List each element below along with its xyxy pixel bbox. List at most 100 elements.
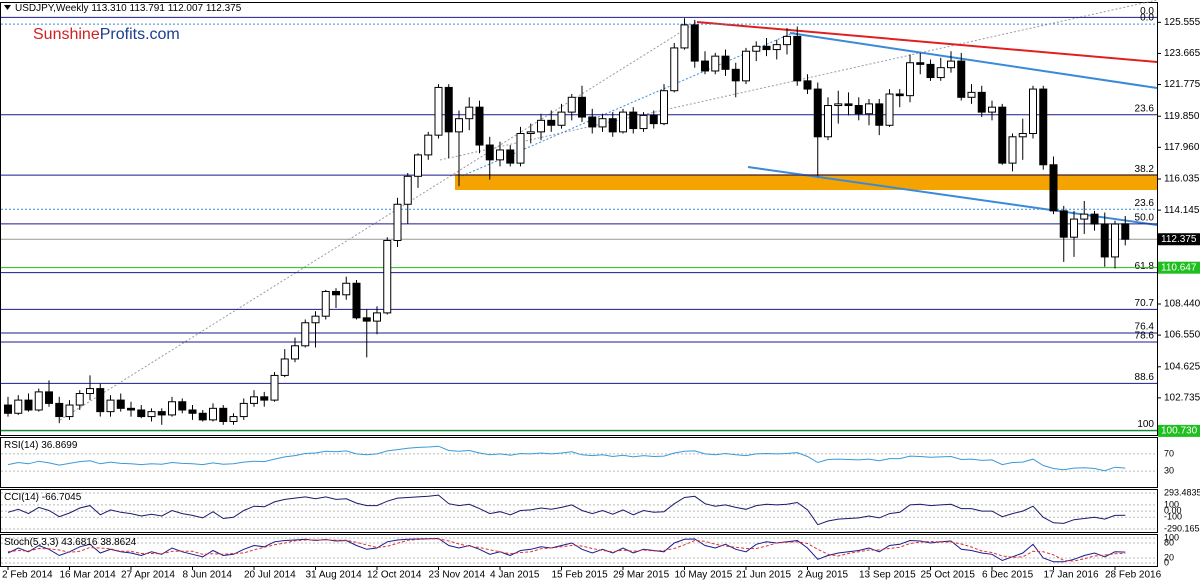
candle-body <box>660 90 668 125</box>
candle-body <box>1090 213 1099 225</box>
trend-line <box>439 0 1158 161</box>
y-tick-label: 116.035 <box>1164 174 1200 185</box>
candle-body <box>475 106 484 146</box>
candle-body <box>291 345 299 360</box>
candle-body <box>762 45 771 51</box>
price-box-label: 100.730 <box>1161 426 1198 437</box>
candle-body <box>34 391 43 411</box>
trend-line <box>789 32 1158 89</box>
level-label: 0.0 <box>1140 6 1154 17</box>
candle-body <box>916 62 925 65</box>
candle-body <box>752 45 761 52</box>
candle-body <box>865 103 873 115</box>
candle-body <box>1029 88 1037 135</box>
rsi-frame <box>0 437 1158 488</box>
level-label: 23.6 <box>1135 103 1155 114</box>
candle-body <box>75 393 84 406</box>
candle-body <box>250 396 258 404</box>
level-label: 23.6 <box>1135 198 1155 209</box>
candle-body <box>260 396 269 401</box>
candle-body <box>742 50 750 82</box>
candle-body <box>567 96 576 113</box>
candle-body <box>157 411 166 416</box>
candle-body <box>65 404 74 418</box>
level-label: 50.0 <box>1135 212 1155 223</box>
indicator-line <box>7 445 1126 472</box>
candle-body <box>424 134 433 156</box>
candle-body <box>116 399 125 409</box>
candle-body <box>198 412 207 421</box>
y-tick-label: -100 <box>1164 512 1182 522</box>
candle-body <box>414 154 422 177</box>
indicator-title: RSI(14) 36.8699 <box>4 440 78 451</box>
x-tick-label: 2 Aug 2015 <box>798 570 849 581</box>
candle-body <box>690 24 699 62</box>
candle-body <box>96 388 105 413</box>
x-tick-label: 16 Mar 2014 <box>60 570 117 581</box>
candle-body <box>844 103 853 107</box>
candle-body <box>988 106 996 113</box>
y-tick-label: 104.625 <box>1164 361 1200 372</box>
candle-body <box>967 91 976 98</box>
candle-body <box>537 119 545 133</box>
candle-body <box>803 80 812 90</box>
candle-body <box>731 68 740 82</box>
indicator-name: Stoch(5,3,3) <box>4 537 58 548</box>
indicator-line <box>7 537 1126 563</box>
chart-header: USDJPY,Weekly 113.310 113.791 112.007 11… <box>15 3 242 14</box>
indicator-value: 43.6816 <box>61 537 98 548</box>
candle-body <box>895 93 904 97</box>
candle-body <box>506 149 515 164</box>
y-tick-label: 0.00 <box>1164 505 1182 515</box>
watermark-part: Sunshine <box>33 26 100 43</box>
candle-body <box>639 114 648 130</box>
x-tick-label: 12 Oct 2014 <box>367 570 422 581</box>
level-label: 61.8 <box>1135 261 1155 272</box>
y-tick-label: 20 <box>1164 552 1174 562</box>
ohlc-value: 113.310 <box>91 3 127 14</box>
y-tick-label: 108.440 <box>1164 299 1200 310</box>
x-tick-label: 6 Dec 2015 <box>982 570 1034 581</box>
candle-body <box>168 401 176 416</box>
candle-body <box>824 105 832 138</box>
candle-body <box>188 409 197 414</box>
candle-body <box>1018 133 1027 138</box>
price-box-label: 110.647 <box>1161 262 1197 273</box>
x-tick-label: 31 Aug 2014 <box>306 570 363 581</box>
candle-body <box>455 118 463 133</box>
candle-body <box>219 407 228 423</box>
level-label: 70.7 <box>1135 298 1155 309</box>
y-tick-label: 293.4835 <box>1164 487 1200 497</box>
trend-line <box>59 21 698 421</box>
x-tick-label: 28 Feb 2016 <box>1105 570 1162 581</box>
candle-body <box>516 133 525 164</box>
candle-body <box>280 358 289 376</box>
candle-body <box>608 118 617 133</box>
candle-body <box>393 203 402 241</box>
candle-body <box>1059 210 1068 238</box>
ohlc-value: 112.007 <box>168 3 204 14</box>
candle-body <box>1008 136 1017 164</box>
candle-body <box>434 86 443 136</box>
candle-body <box>701 60 709 72</box>
candle-body <box>106 399 115 413</box>
level-label: 38.2 <box>1135 164 1155 175</box>
x-tick-label: 10 May 2015 <box>675 570 733 581</box>
candle-body <box>86 388 94 395</box>
candle-body <box>321 290 330 317</box>
x-tick-label: 21 Jun 2015 <box>736 570 791 581</box>
candle-body <box>239 402 248 418</box>
candle-body <box>383 239 392 314</box>
candle-body <box>670 47 679 92</box>
candle-body <box>147 411 156 418</box>
candle-body <box>854 105 863 115</box>
candle-body <box>55 402 64 418</box>
candle-body <box>947 60 955 69</box>
candle-body <box>137 409 146 418</box>
candle-body <box>619 111 627 133</box>
candle-body <box>629 111 638 130</box>
menu-icon[interactable] <box>4 5 11 10</box>
candle-body <box>1049 164 1058 212</box>
y-tick-label: 80 <box>1164 537 1174 547</box>
candle-body <box>4 404 12 414</box>
